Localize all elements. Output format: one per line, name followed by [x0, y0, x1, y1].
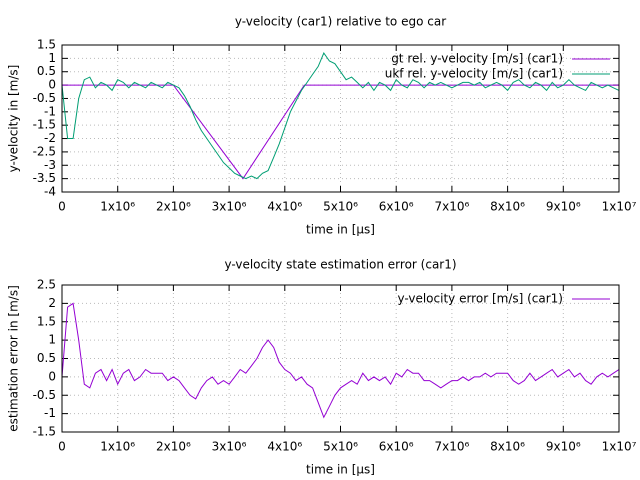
y-tick-label: 0: [48, 78, 56, 92]
y-tick-label: 2.5: [37, 278, 56, 292]
x-axis-label: time in [µs]: [306, 223, 375, 237]
x-tick-label: 8x10⁶: [490, 200, 525, 214]
y-tick-label: -1: [44, 406, 56, 420]
x-tick-label: 1x10⁶: [100, 440, 135, 454]
x-tick-label: 7x10⁶: [434, 440, 469, 454]
x-tick-label: 5x10⁶: [323, 440, 358, 454]
chart-title: y-velocity state estimation error (car1): [224, 258, 456, 272]
data-line: [61, 302, 620, 419]
chart-title: y-velocity (car1) relative to ego car: [235, 15, 446, 29]
x-tick-label: 0: [58, 440, 66, 454]
legend-label: y-velocity error [m/s] (car1): [397, 292, 563, 306]
x-tick-label: 3x10⁶: [212, 200, 247, 214]
y-tick-label: 1: [48, 51, 56, 65]
y-tick-label: 0.5: [37, 64, 56, 78]
y-tick-label: -1.5: [33, 425, 56, 439]
x-axis-label: time in [µs]: [306, 463, 375, 477]
x-tick-label: 1x10⁷: [602, 200, 637, 214]
data-line: [61, 51, 620, 180]
y-tick-label: 2: [48, 296, 56, 310]
y-tick-label: -1: [44, 104, 56, 118]
y-tick-label: -0.5: [33, 388, 56, 402]
y-tick-label: -3: [44, 158, 56, 172]
x-tick-label: 8x10⁶: [490, 440, 525, 454]
y-tick-label: 1.5: [37, 38, 56, 52]
x-tick-label: 0: [58, 200, 66, 214]
y-tick-label: -2.5: [33, 144, 56, 158]
x-tick-label: 9x10⁶: [546, 440, 581, 454]
x-tick-label: 9x10⁶: [546, 200, 581, 214]
x-tick-label: 2x10⁶: [156, 200, 191, 214]
y-tick-label: 1.5: [37, 314, 56, 328]
y-tick-label: -2: [44, 131, 56, 145]
x-tick-label: 6x10⁶: [379, 440, 414, 454]
y-tick-label: 0: [48, 369, 56, 383]
y-axis-label: y-velocity in [m/s]: [7, 65, 21, 173]
y-axis-label: estimation error in [m/s]: [7, 285, 21, 431]
x-tick-label: 4x10⁶: [267, 440, 302, 454]
x-tick-label: 1x10⁶: [100, 200, 135, 214]
plot-border: [61, 44, 620, 193]
y-tick-label: -0.5: [33, 91, 56, 105]
data-line: [62, 84, 619, 180]
x-tick-label: 4x10⁶: [267, 200, 302, 214]
plot-border: [61, 284, 620, 433]
x-tick-label: 2x10⁶: [156, 440, 191, 454]
y-tick-label: -1.5: [33, 118, 56, 132]
y-tick-label: 0.5: [37, 351, 56, 365]
x-tick-label: 1x10⁷: [602, 440, 637, 454]
y-tick-label: -3.5: [33, 171, 56, 185]
legend-label: ukf rel. y-velocity [m/s] (car1): [385, 67, 563, 81]
y-tick-label: -4: [44, 185, 56, 199]
x-tick-label: 3x10⁶: [212, 440, 247, 454]
y-tick-label: 1: [48, 333, 56, 347]
x-tick-label: 6x10⁶: [379, 200, 414, 214]
x-tick-label: 5x10⁶: [323, 200, 358, 214]
legend-label: gt rel. y-velocity [m/s] (car1): [391, 52, 563, 66]
x-tick-label: 7x10⁶: [434, 200, 469, 214]
